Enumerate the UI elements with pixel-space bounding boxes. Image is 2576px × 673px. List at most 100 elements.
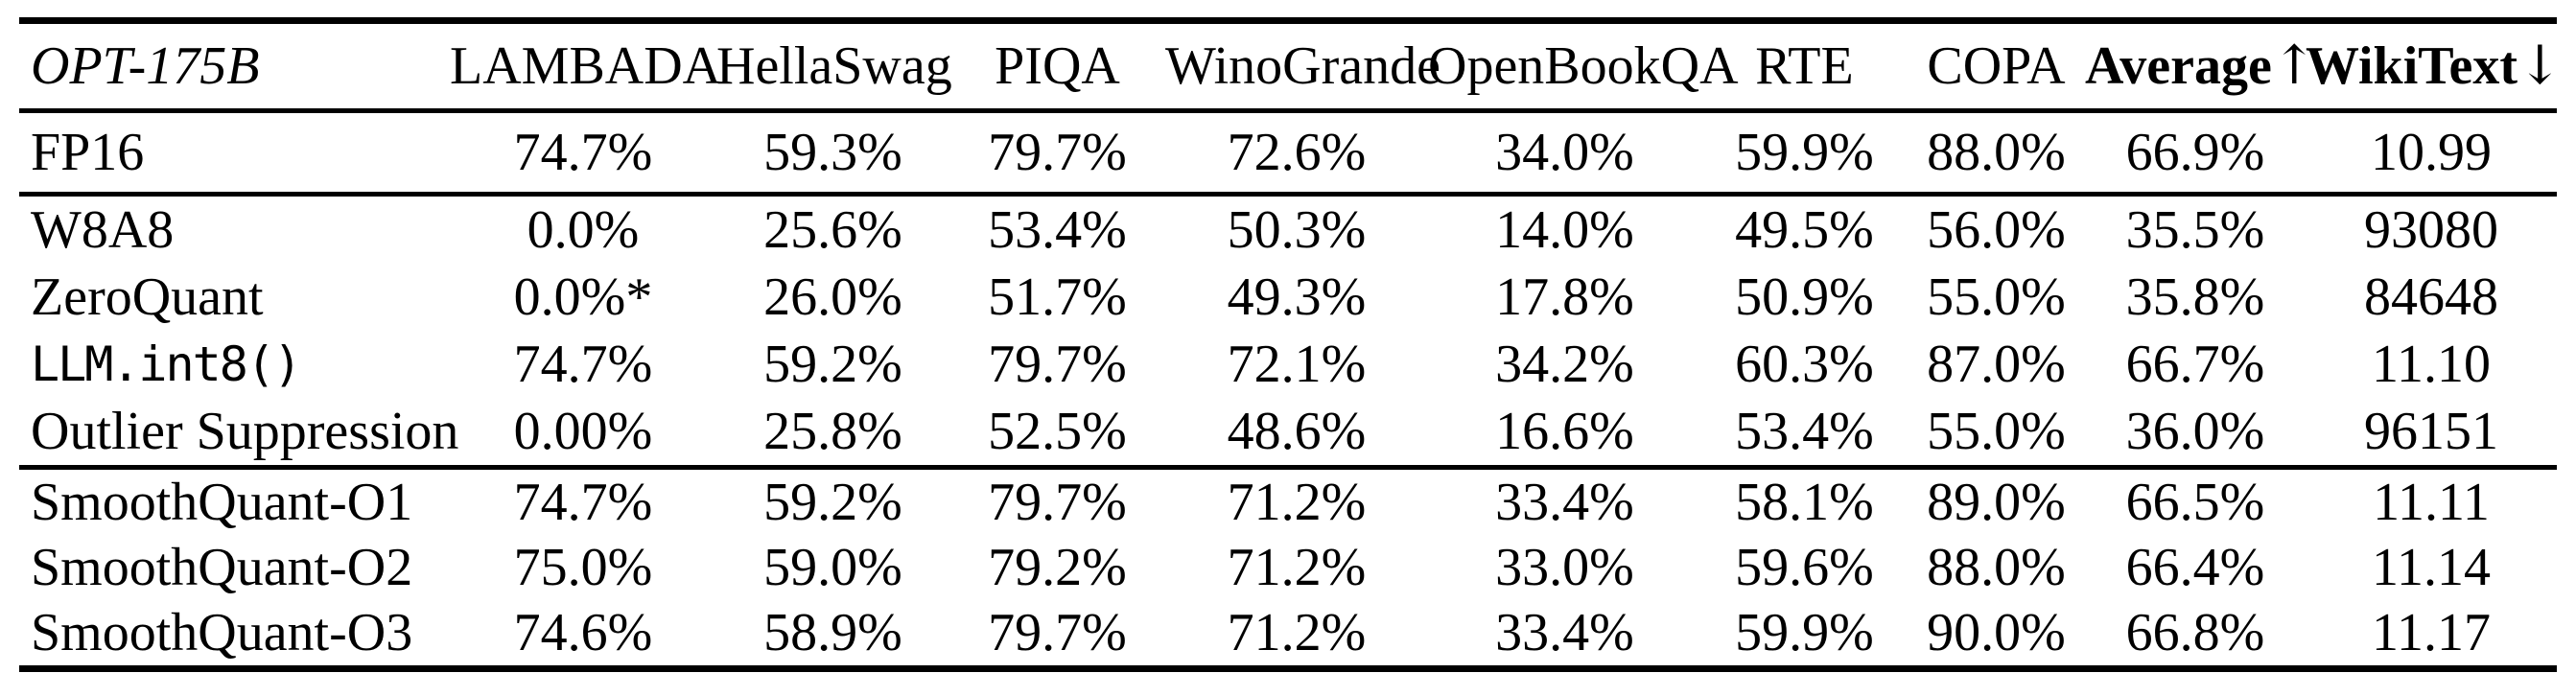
header-average: Average↑	[2085, 35, 2317, 97]
value-cell: 59.9%	[1735, 603, 1874, 662]
value-cell: 35.5%	[2125, 200, 2265, 260]
row-label: FP16	[31, 123, 145, 182]
header-rte: RTE	[1755, 36, 1854, 96]
header-openbookqa: OpenBookQA	[1428, 36, 1739, 96]
value-cell: 26.0%	[763, 267, 902, 327]
header-piqa: PIQA	[995, 36, 1120, 96]
value-cell: 0.0%	[527, 200, 640, 260]
value-cell: 59.6%	[1735, 538, 1874, 597]
value-cell: 25.6%	[763, 200, 902, 260]
value-cell: 35.8%	[2125, 267, 2265, 327]
value-cell: 25.8%	[763, 402, 902, 461]
table-row-smoothquant-o3: SmoothQuant-O3 74.6% 58.9% 79.7% 71.2% 3…	[19, 600, 2557, 669]
value-cell: 53.4%	[988, 200, 1127, 260]
header-wikitext: WikiText↓	[2306, 35, 2563, 97]
value-cell: 71.2%	[1227, 473, 1367, 532]
value-cell: 33.4%	[1495, 473, 1634, 532]
group-smoothquant: SmoothQuant-O1 74.7% 59.2% 79.7% 71.2% 3…	[19, 467, 2557, 669]
row-label: ZeroQuant	[31, 267, 264, 327]
value-cell: 79.7%	[988, 603, 1127, 662]
value-cell: 59.2%	[763, 335, 902, 394]
header-row: OPT-175B LAMBADA HellaSwag PIQA WinoGran…	[19, 21, 2563, 111]
value-cell: 17.8%	[1495, 267, 1634, 327]
header-hellaswag: HellaSwag	[716, 36, 952, 96]
value-cell: 16.6%	[1495, 402, 1634, 461]
group-fp16: FP16 74.7% 59.3% 79.7% 72.6% 34.0% 59.9%…	[19, 111, 2557, 195]
value-cell: 74.7%	[513, 473, 653, 532]
value-cell: 66.5%	[2125, 473, 2265, 532]
value-cell: 66.7%	[2125, 335, 2265, 394]
value-cell: 87.0%	[1927, 335, 2066, 394]
value-cell: 74.7%	[513, 123, 653, 182]
value-cell: 79.7%	[988, 335, 1127, 394]
header-lambada: LAMBADA	[450, 36, 722, 96]
value-cell: 74.7%	[513, 335, 653, 394]
value-cell: 11.11	[2373, 473, 2490, 532]
value-cell: 89.0%	[1927, 473, 2066, 532]
value-cell: 72.6%	[1227, 123, 1367, 182]
value-cell: 50.3%	[1227, 200, 1367, 260]
table-row-w8a8: W8A8 0.0% 25.6% 53.4% 50.3% 14.0% 49.5% …	[19, 195, 2557, 265]
value-cell: 55.0%	[1927, 267, 2066, 327]
opt175b-results-table: OPT-175B LAMBADA HellaSwag PIQA WinoGran…	[19, 17, 2563, 672]
value-cell: 88.0%	[1927, 123, 2066, 182]
header-copa: COPA	[1927, 36, 2066, 96]
value-cell: 51.7%	[988, 267, 1127, 327]
value-cell: 11.14	[2372, 538, 2491, 597]
table-row-smoothquant-o1: SmoothQuant-O1 74.7% 59.2% 79.7% 71.2% 3…	[19, 468, 2557, 536]
value-cell: 48.6%	[1227, 402, 1367, 461]
table-row-llm-int8: LLM.int8() 74.7% 59.2% 79.7% 72.1% 34.2%…	[19, 331, 2557, 398]
value-cell: 33.4%	[1495, 603, 1634, 662]
value-cell: 88.0%	[1927, 538, 2066, 597]
header-winogrande: WinoGrande	[1165, 36, 1440, 96]
value-cell: 84648	[2364, 267, 2498, 327]
value-cell: 49.5%	[1735, 200, 1874, 260]
value-cell: 36.0%	[2125, 402, 2265, 461]
header-model-name: OPT-175B	[19, 21, 450, 111]
value-cell: 58.9%	[763, 603, 902, 662]
row-label: Outlier Suppression	[31, 402, 459, 461]
value-cell: 55.0%	[1927, 402, 2066, 461]
value-cell: 10.99	[2371, 123, 2492, 182]
value-cell: 66.8%	[2125, 603, 2265, 662]
down-arrow-icon: ↓	[2517, 35, 2563, 97]
value-cell: 0.00%	[513, 402, 653, 461]
table-row-zeroquant: ZeroQuant 0.0%* 26.0% 51.7% 49.3% 17.8% …	[19, 264, 2557, 331]
value-cell: 53.4%	[1735, 402, 1874, 461]
value-cell: 79.7%	[988, 473, 1127, 532]
table-header-row: OPT-175B LAMBADA HellaSwag PIQA WinoGran…	[19, 21, 2563, 111]
row-label: SmoothQuant-O1	[31, 473, 413, 532]
model-name-label: OPT-175B	[31, 36, 260, 96]
value-cell: 59.0%	[763, 538, 902, 597]
value-cell: 33.0%	[1495, 538, 1634, 597]
value-cell: 79.2%	[988, 538, 1127, 597]
value-cell: 0.0%*	[513, 267, 653, 327]
table-row-smoothquant-o2: SmoothQuant-O2 75.0% 59.0% 79.2% 71.2% 3…	[19, 535, 2557, 600]
value-cell: 34.2%	[1495, 335, 1634, 394]
value-cell: 34.0%	[1495, 123, 1634, 182]
value-cell: 50.9%	[1735, 267, 1874, 327]
value-cell: 11.17	[2372, 603, 2491, 662]
value-cell: 66.9%	[2125, 123, 2265, 182]
row-label: SmoothQuant-O3	[31, 603, 413, 662]
value-cell: 93080	[2364, 200, 2498, 260]
value-cell: 71.2%	[1227, 603, 1367, 662]
value-cell: 72.1%	[1227, 335, 1367, 394]
row-label: LLM.int8()	[31, 336, 302, 392]
value-cell: 14.0%	[1495, 200, 1634, 260]
value-cell: 58.1%	[1735, 473, 1874, 532]
value-cell: 59.3%	[763, 123, 902, 182]
value-cell: 59.9%	[1735, 123, 1874, 182]
value-cell: 60.3%	[1735, 335, 1874, 394]
table-row-fp16: FP16 74.7% 59.3% 79.7% 72.6% 34.0% 59.9%…	[19, 111, 2557, 195]
row-label: SmoothQuant-O2	[31, 538, 413, 597]
value-cell: 11.10	[2372, 335, 2491, 394]
value-cell: 49.3%	[1227, 267, 1367, 327]
value-cell: 71.2%	[1227, 538, 1367, 597]
value-cell: 52.5%	[988, 402, 1127, 461]
value-cell: 75.0%	[513, 538, 653, 597]
value-cell: 96151	[2364, 402, 2498, 461]
table-row-outlier-suppression: Outlier Suppression 0.00% 25.8% 52.5% 48…	[19, 398, 2557, 468]
up-arrow-icon: ↑	[2271, 35, 2317, 97]
